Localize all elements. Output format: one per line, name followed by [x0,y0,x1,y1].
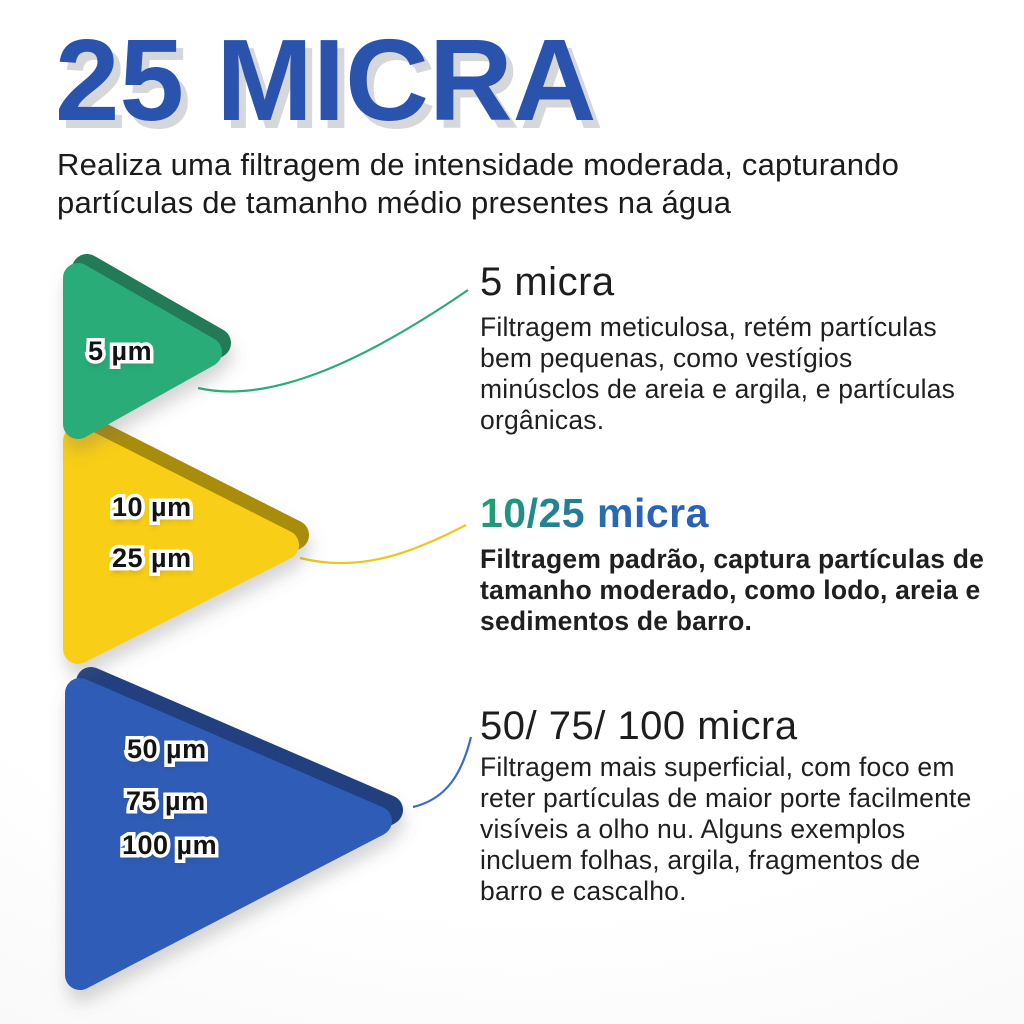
section-5-micra: 5 micra Filtragem meticulosa, retém part… [480,258,1020,436]
green-connector-line [197,289,469,393]
section-body: Filtragem padrão, captura partículas de … [480,544,985,636]
triangle-label-75um: 75 µm [126,786,206,817]
section-heading: 5 micra [480,260,615,304]
section-heading: 50/ 75/ 100 micra [480,704,798,748]
blue-triangle-shape [65,667,403,990]
triangle-label-5um: 5 µm [88,336,152,367]
triangle-label-100um: 100 µm [122,830,217,861]
triangle-label-25um: 25 µm [112,543,192,574]
triangle-label-10um: 10 µm [112,492,192,523]
blue-connector-line [412,736,473,809]
triangle-label-50um: 50 µm [127,734,207,765]
page-title: 25 MICRA [55,15,597,145]
page-subtitle: Realiza uma filtragem de intensidade mod… [57,147,900,220]
section-50-75-100-micra: 50/ 75/ 100 micra Filtragem mais superfi… [480,702,1020,907]
section-10-25-micra: 10/25 micra Filtragem padrão, captura pa… [480,487,1020,637]
yellow-connector-line [299,524,467,565]
section-heading: 10/25 micra [480,487,1020,539]
section-body: Filtragem meticulosa, retém partículas b… [480,312,956,435]
section-body: Filtragem mais superficial, com foco em … [480,752,972,906]
yellow-triangle-shape [63,416,309,664]
